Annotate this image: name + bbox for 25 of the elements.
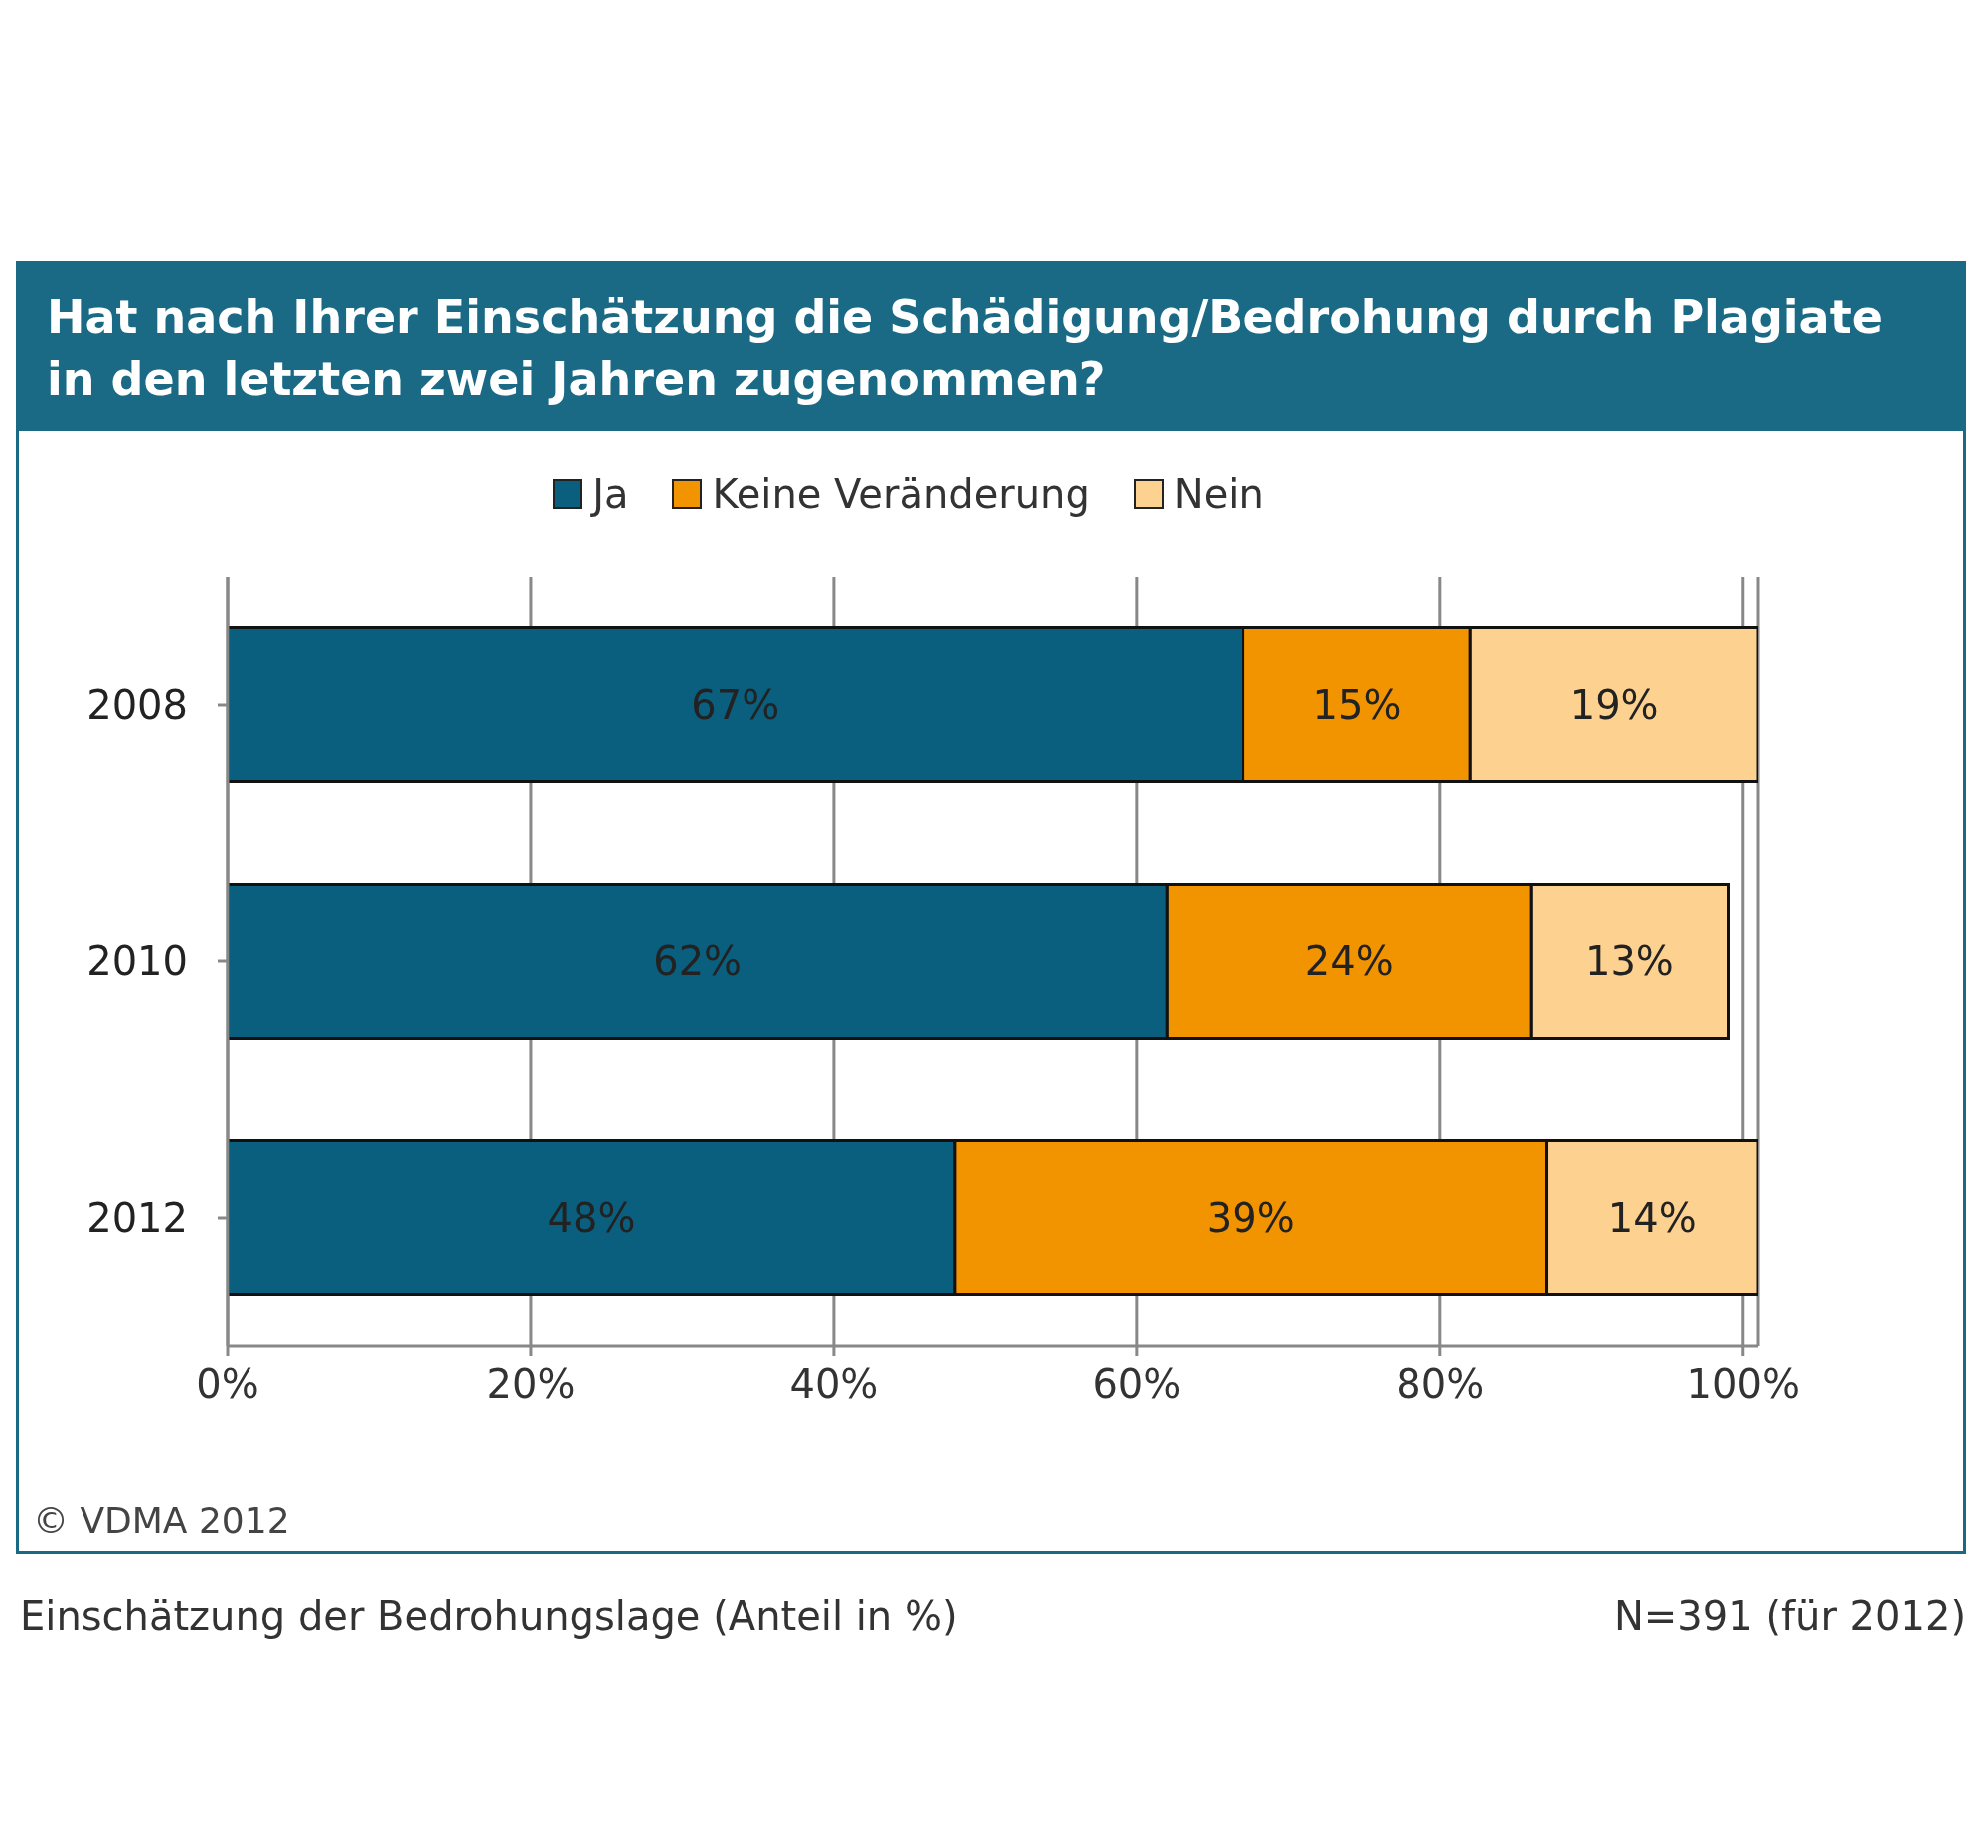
x-tick-label: 100% (1686, 1361, 1800, 1408)
data-label: 15% (1312, 682, 1402, 729)
legend-label: Ja (592, 471, 629, 517)
y-tick-label: 2008 (86, 682, 188, 729)
data-label: 67% (691, 682, 780, 729)
data-label: 19% (1570, 682, 1659, 729)
x-tick-label: 60% (1092, 1361, 1182, 1408)
data-label: 62% (653, 938, 743, 985)
legend-label: Nein (1173, 471, 1264, 517)
text: Einschätzung der Bedrohungslage (Anteil in %) (20, 1594, 958, 1639)
data-label: 14% (1607, 1195, 1697, 1242)
text: N=391 (für 2012) (1613, 1594, 1966, 1639)
legend-label: Keine Veränderung (712, 471, 1090, 517)
x-tick-label: 0% (196, 1361, 259, 1408)
y-tick-label: 2012 (86, 1195, 188, 1242)
x-tick-label: 40% (789, 1361, 879, 1408)
x-tick-label: 80% (1396, 1361, 1485, 1408)
data-label: 24% (1304, 938, 1394, 985)
data-label: 48% (547, 1195, 636, 1242)
data-label: 13% (1584, 938, 1674, 985)
data-label: 39% (1206, 1195, 1295, 1242)
y-tick-label: 2010 (86, 938, 188, 985)
text: © VDMA 2012 (33, 1500, 290, 1541)
x-tick-label: 20% (486, 1361, 576, 1408)
chart-title: Hat nach Ihrer Einschätzung die Schädigung/Bedrohung durch Plagiate in den letzten zwei Jahren zugenommen? (19, 264, 1963, 431)
